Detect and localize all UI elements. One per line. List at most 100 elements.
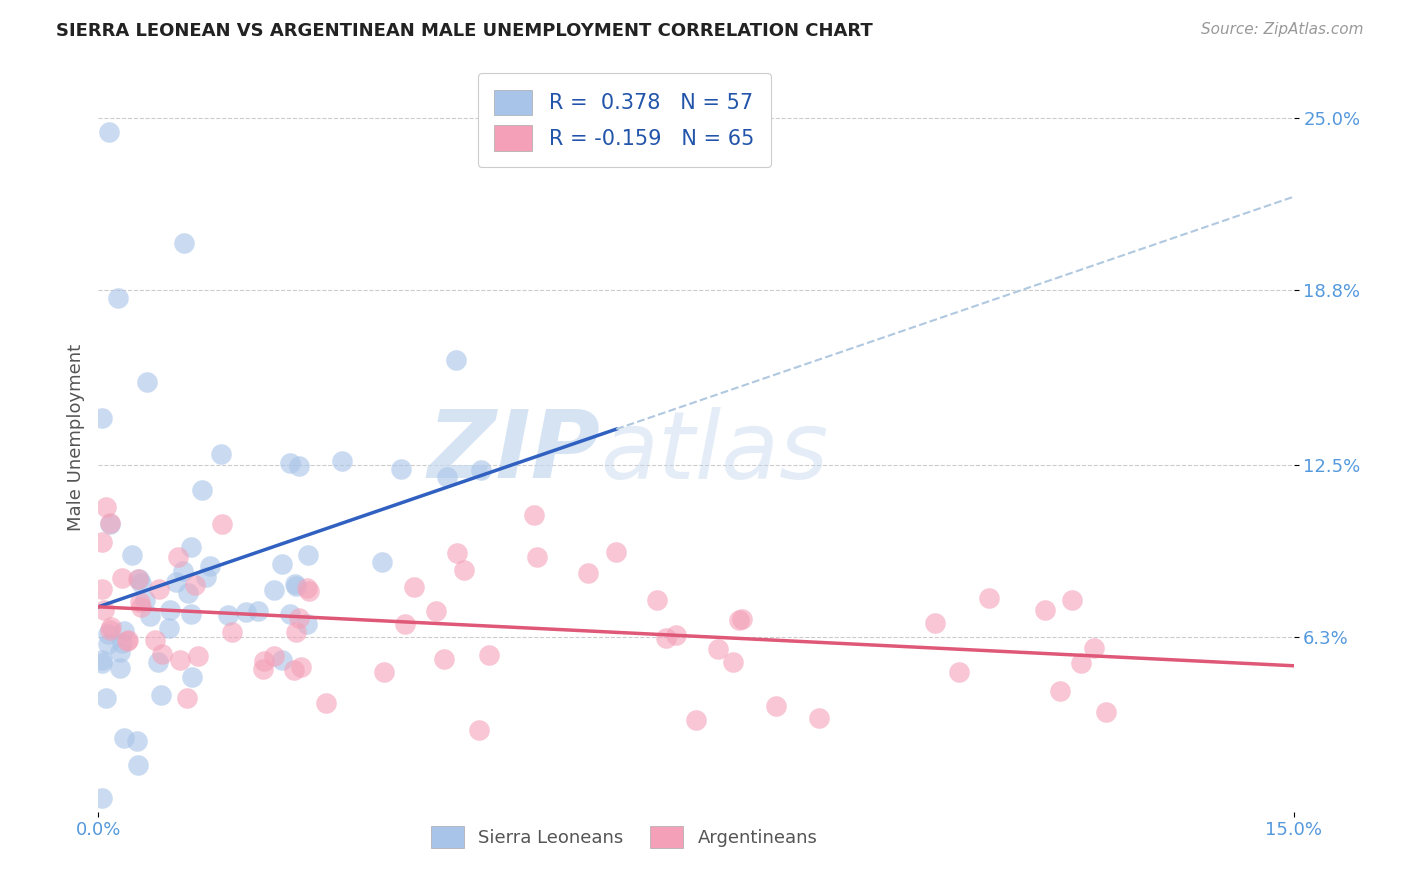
Point <box>190 483 212 497</box>
Point <box>298 584 321 599</box>
Point <box>143 633 166 648</box>
Point <box>371 555 394 569</box>
Point <box>284 577 307 591</box>
Point <box>263 582 285 597</box>
Point <box>198 558 221 573</box>
Point <box>394 617 416 632</box>
Point <box>128 595 150 609</box>
Point <box>209 447 232 461</box>
Point <box>111 571 134 585</box>
Point <box>97 637 120 651</box>
Point <box>278 607 301 621</box>
Point <box>707 642 730 657</box>
Point <box>271 557 294 571</box>
Point <box>91 535 114 549</box>
Point <box>177 586 200 600</box>
Point <box>290 660 312 674</box>
Point <box>295 581 318 595</box>
Point <box>288 458 311 473</box>
Point <box>425 604 447 618</box>
Point <box>187 648 209 663</box>
Point <box>217 608 239 623</box>
Point <box>180 607 202 621</box>
Y-axis label: Male Unemployment: Male Unemployment <box>66 343 84 531</box>
Point <box>1049 684 1071 698</box>
Point <box>136 375 159 389</box>
Point <box>98 516 121 530</box>
Point <box>284 625 307 640</box>
Point <box>96 691 118 706</box>
Text: ZIP: ZIP <box>427 406 600 498</box>
Point <box>645 593 668 607</box>
Point <box>121 548 143 562</box>
Legend: Sierra Leoneans, Argentineans: Sierra Leoneans, Argentineans <box>425 819 824 855</box>
Point <box>404 580 426 594</box>
Point <box>98 516 121 531</box>
Point <box>453 563 475 577</box>
Point <box>765 698 787 713</box>
Point <box>91 582 114 597</box>
Point <box>93 603 115 617</box>
Point <box>605 545 627 559</box>
Point <box>148 582 170 596</box>
Point <box>108 645 131 659</box>
Point <box>271 653 294 667</box>
Point <box>125 734 148 748</box>
Point <box>252 654 274 668</box>
Point <box>98 125 121 139</box>
Point <box>97 627 120 641</box>
Point <box>1083 640 1105 655</box>
Point <box>173 235 195 250</box>
Point <box>91 790 114 805</box>
Point <box>1095 705 1118 719</box>
Point <box>721 655 744 669</box>
Point <box>91 657 114 671</box>
Point <box>108 661 131 675</box>
Text: atlas: atlas <box>600 407 828 498</box>
Point <box>731 612 754 626</box>
Point <box>1060 593 1083 607</box>
Point <box>526 550 548 565</box>
Point <box>235 605 257 619</box>
Point <box>263 648 285 663</box>
Point <box>129 575 152 590</box>
Point <box>134 593 156 607</box>
Point <box>100 620 122 634</box>
Point <box>297 617 319 632</box>
Point <box>127 757 149 772</box>
Point <box>91 653 114 667</box>
Point <box>149 689 172 703</box>
Point <box>159 603 181 617</box>
Point <box>117 633 139 648</box>
Point <box>96 500 118 514</box>
Point <box>167 549 190 564</box>
Point <box>112 624 135 639</box>
Point <box>948 665 970 679</box>
Point <box>146 655 169 669</box>
Point <box>111 636 134 650</box>
Point <box>91 410 114 425</box>
Point <box>807 711 830 725</box>
Text: SIERRA LEONEAN VS ARGENTINEAN MALE UNEMPLOYMENT CORRELATION CHART: SIERRA LEONEAN VS ARGENTINEAN MALE UNEMP… <box>56 22 873 40</box>
Point <box>128 572 150 586</box>
Point <box>184 578 207 592</box>
Point <box>115 633 138 648</box>
Point <box>176 691 198 706</box>
Point <box>100 623 122 637</box>
Point <box>444 353 467 368</box>
Point <box>655 631 678 645</box>
Point <box>157 621 180 635</box>
Point <box>478 648 501 662</box>
Point <box>180 670 202 684</box>
Point <box>728 613 751 627</box>
Point <box>211 516 233 531</box>
Point <box>107 291 129 305</box>
Point <box>389 461 412 475</box>
Point <box>150 648 173 662</box>
Point <box>195 570 218 584</box>
Point <box>446 546 468 560</box>
Point <box>285 579 308 593</box>
Text: Source: ZipAtlas.com: Source: ZipAtlas.com <box>1201 22 1364 37</box>
Point <box>330 453 353 467</box>
Point <box>112 731 135 745</box>
